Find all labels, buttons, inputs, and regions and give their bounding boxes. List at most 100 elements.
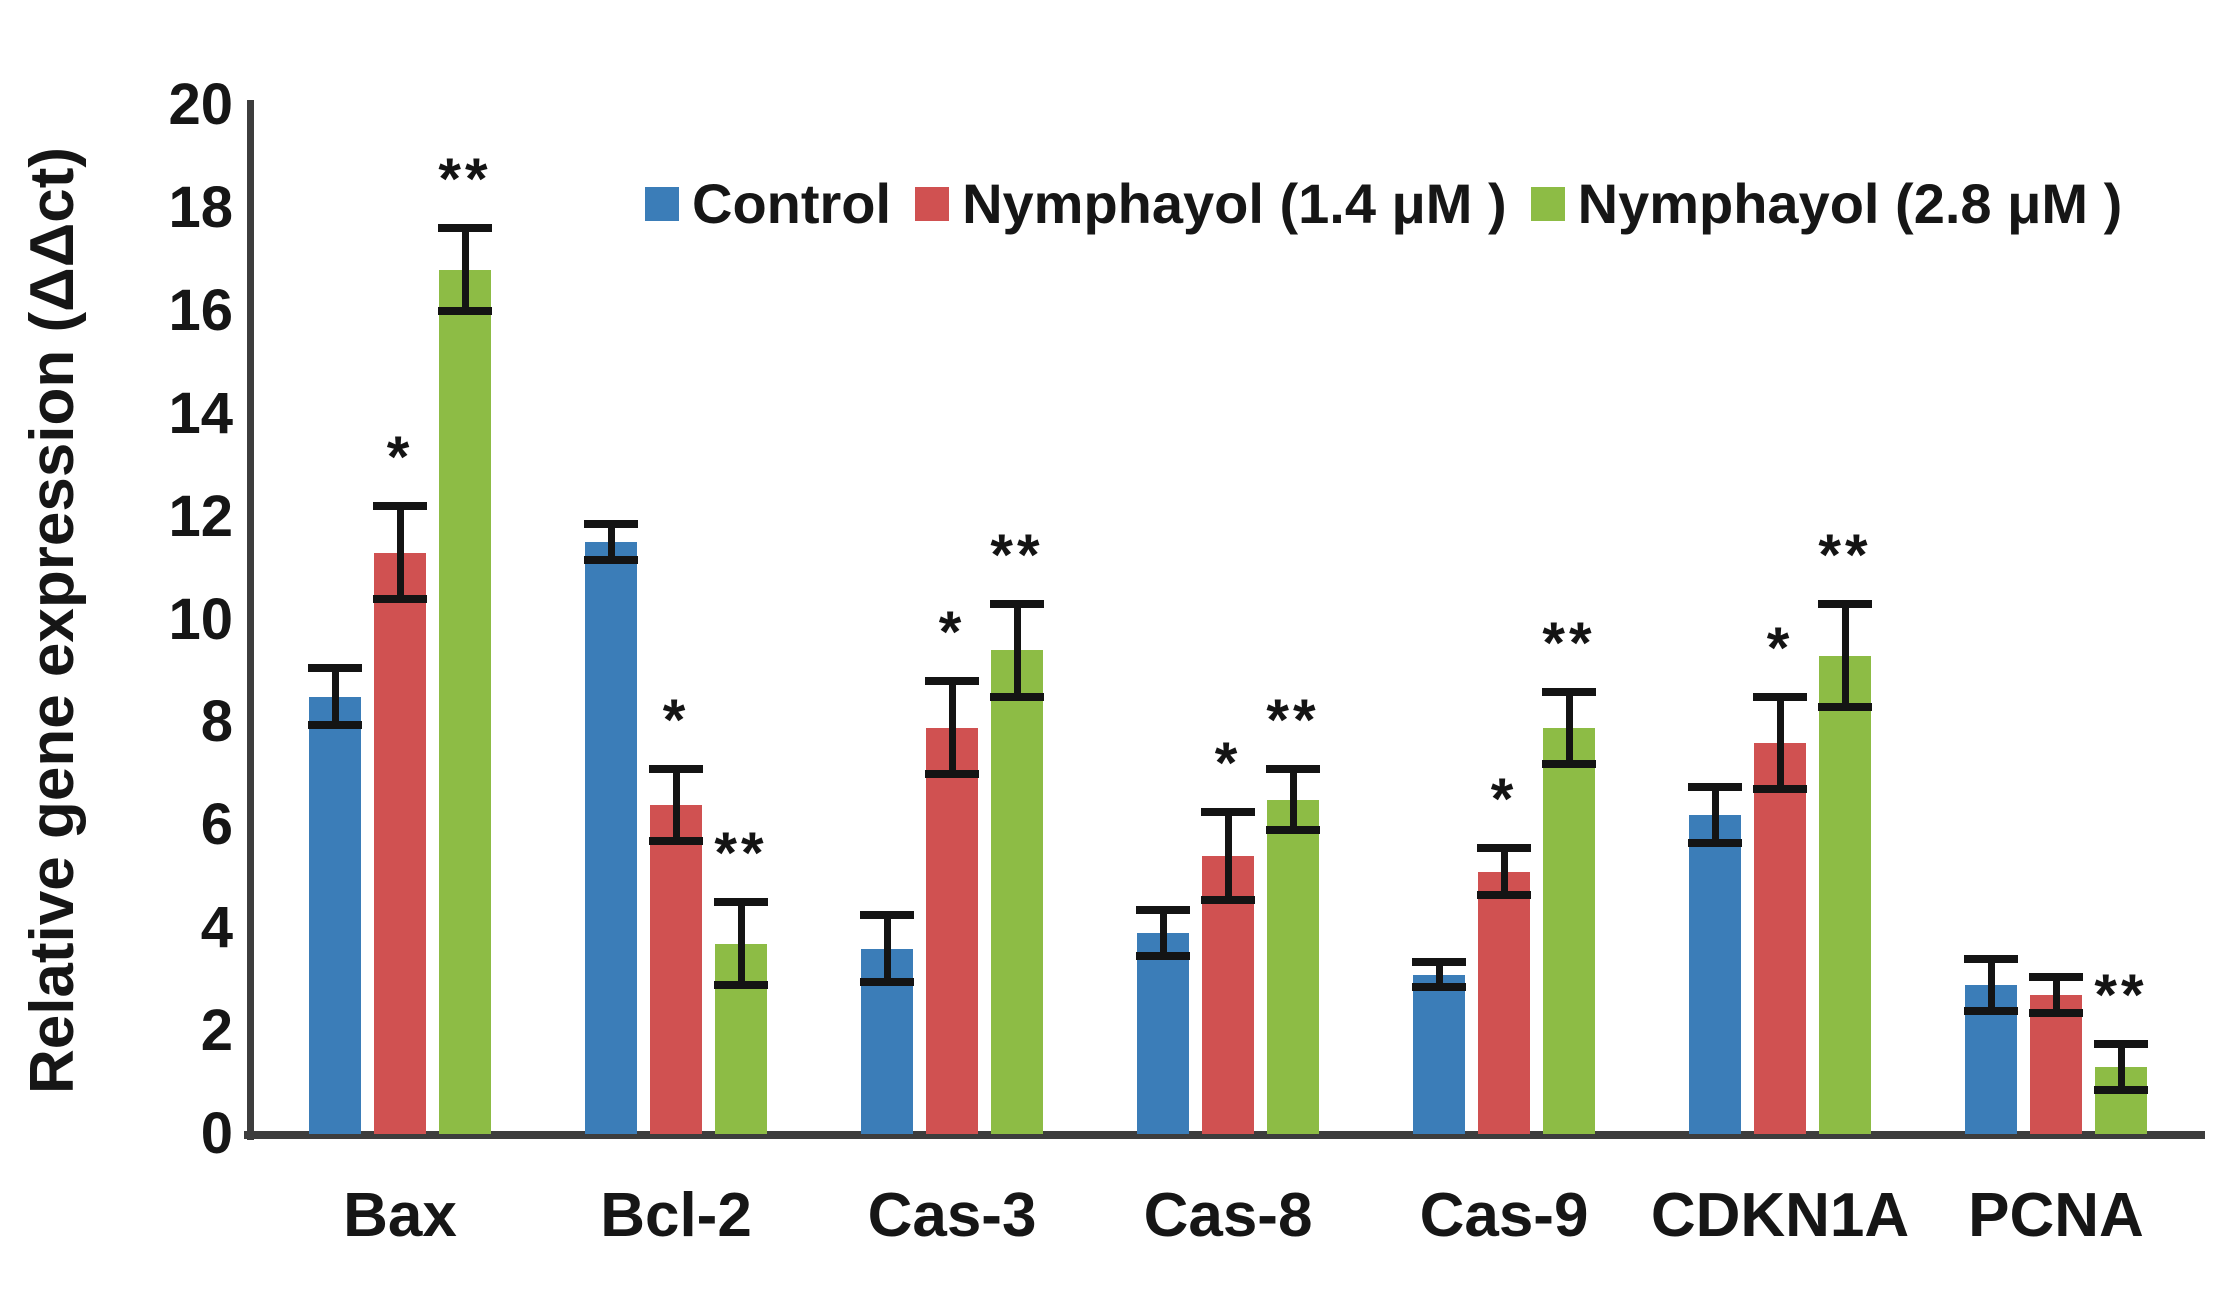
error-bar-cap-bottom (1753, 785, 1807, 794)
x-category-label: Cas-9 (1419, 1181, 1589, 1250)
error-bar-line (1565, 691, 1573, 764)
y-tick-label: 2 (200, 998, 233, 1064)
bar (1267, 799, 1319, 1134)
error-bar-cap-top (649, 764, 703, 773)
error-bar-cap-bottom (1266, 826, 1320, 835)
error-bar-cap-bottom (1412, 983, 1466, 992)
error-bar-line (1289, 768, 1297, 831)
bar (309, 696, 361, 1134)
error-bar-cap-top (1136, 906, 1190, 915)
error-bar-cap-top (1542, 687, 1596, 696)
error-bar-line (1987, 959, 1995, 1011)
bar (650, 804, 702, 1134)
error-bar-cap-bottom (1136, 952, 1190, 961)
error-bar-cap-bottom (1688, 839, 1742, 848)
error-bar-line (396, 506, 404, 599)
error-bar-cap-bottom (860, 978, 914, 987)
error-bar-cap-bottom (1201, 895, 1255, 904)
significance-label: * (1214, 731, 1242, 797)
error-bar-cap-bottom (1542, 759, 1596, 768)
significance-label: * (938, 600, 966, 666)
bar (926, 727, 978, 1134)
legend-label: Nymphayol (1.4 μM ) (962, 172, 1507, 235)
error-bar-cap-bottom (714, 980, 768, 989)
error-bar-line (331, 668, 339, 725)
error-bar-line (607, 524, 615, 561)
error-bar-cap-bottom (584, 556, 638, 565)
error-bar-line (1224, 812, 1232, 900)
x-category-label: Cas-3 (867, 1181, 1037, 1250)
y-tick-label: 6 (200, 792, 233, 858)
bar (2030, 995, 2082, 1134)
y-tick-label: 8 (200, 689, 233, 755)
y-tick-label: 0 (200, 1101, 233, 1166)
y-tick-label: 10 (168, 586, 233, 652)
error-bar-line (1776, 696, 1784, 790)
error-bar-cap-top (373, 502, 427, 511)
legend-label: Nymphayol (2.8 μM ) (1577, 172, 2123, 235)
error-bar-cap-bottom (1964, 1006, 2018, 1015)
error-bar-cap-top (925, 677, 979, 686)
error-bar-cap-bottom (308, 720, 362, 729)
error-bar-cap-bottom (438, 306, 492, 315)
error-bar-line (672, 768, 680, 841)
y-tick-label: 18 (168, 174, 233, 240)
bar (1754, 742, 1806, 1134)
significance-label: ** (1542, 610, 1596, 676)
legend-item: Nymphayol (1.4 μM ) (915, 176, 1507, 232)
bar (1819, 655, 1871, 1134)
significance-label: ** (1266, 687, 1320, 753)
x-axis-line (244, 1131, 2205, 1139)
error-bar-cap-top (1266, 764, 1320, 773)
legend-label: Control (692, 172, 892, 235)
x-category-label: PCNA (1968, 1181, 2144, 1250)
legend-swatch (645, 187, 679, 221)
error-bar-cap-top (2029, 973, 2083, 982)
error-bar-line (1159, 910, 1167, 957)
bar (1478, 871, 1530, 1134)
significance-label: ** (990, 523, 1044, 589)
error-bar-line (2052, 977, 2060, 1014)
error-bar-cap-top (438, 224, 492, 233)
error-bar-cap-top (584, 520, 638, 529)
significance-label: ** (1818, 523, 1872, 589)
legend: Control Nymphayol (1.4 μM ) Nymphayol (2.8… (645, 176, 2122, 232)
y-tick-label: 12 (168, 483, 233, 549)
error-bar-line (2117, 1043, 2125, 1091)
bar (1413, 974, 1465, 1134)
legend-item: Nymphayol (2.8 μM ) (1530, 172, 2123, 235)
x-category-label: Bcl-2 (600, 1181, 752, 1250)
significance-label: ** (438, 147, 492, 213)
error-bar-line (737, 902, 745, 985)
legend-item: Control (645, 176, 891, 232)
error-bar-cap-bottom (1818, 702, 1872, 711)
error-bar-line (883, 915, 891, 983)
error-bar-cap-top (308, 664, 362, 673)
y-tick-label: 4 (200, 895, 233, 961)
error-bar-line (1500, 848, 1508, 895)
error-bar-line (1711, 786, 1719, 844)
significance-label: ** (714, 821, 768, 887)
significance-label: * (662, 687, 690, 753)
legend-swatch (915, 187, 950, 221)
y-tick-label: 14 (168, 380, 233, 446)
bar (1137, 933, 1189, 1134)
y-axis-line (247, 100, 254, 1140)
error-bar-cap-top (1753, 692, 1807, 701)
error-bar-cap-top (1688, 782, 1742, 791)
error-bar-cap-bottom (990, 692, 1044, 701)
bar (991, 650, 1043, 1134)
error-bar-cap-bottom (2094, 1086, 2148, 1095)
error-bar-cap-top (1201, 808, 1255, 817)
bar (1543, 727, 1595, 1134)
x-category-label: CDKN1A (1650, 1181, 1910, 1250)
significance-label: ** (2094, 962, 2148, 1028)
error-bar-line (948, 681, 956, 774)
error-bar-cap-bottom (373, 594, 427, 603)
legend-swatch (1530, 187, 1565, 221)
y-tick-label: 16 (168, 277, 233, 343)
x-category-label: Bax (343, 1181, 457, 1250)
error-bar-cap-top (2094, 1039, 2148, 1048)
error-bar-line (1435, 961, 1443, 988)
error-bar-cap-top (860, 911, 914, 920)
